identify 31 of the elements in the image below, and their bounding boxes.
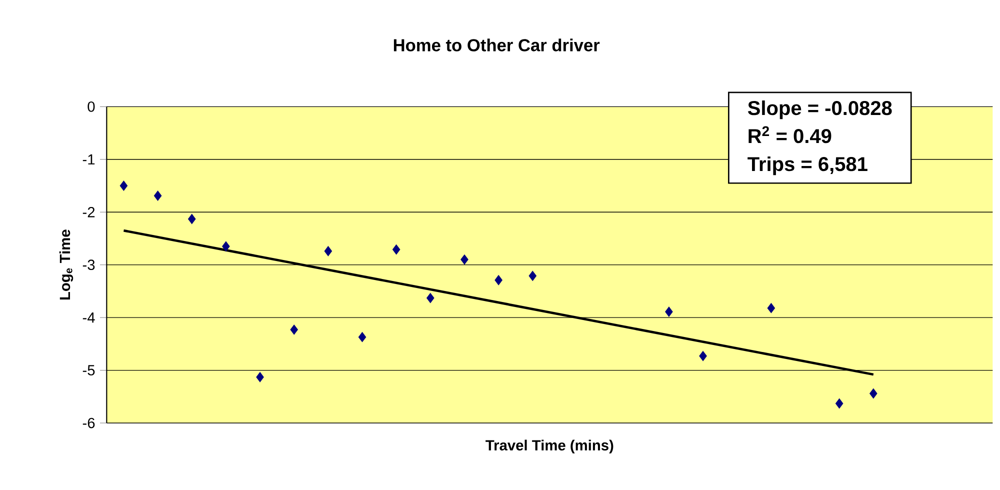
y-tick-label: 0	[88, 101, 95, 112]
point	[188, 214, 196, 224]
annotation: Trips = 6,581	[748, 156, 868, 176]
point	[358, 332, 366, 342]
x-axis-title: Travel Time (mins)	[486, 440, 614, 454]
y-tick-label: -2	[82, 207, 95, 218]
point	[120, 180, 128, 191]
y-tick-label: -1	[82, 154, 95, 164]
annotation: Slope = -0.0828	[748, 100, 892, 120]
point	[665, 306, 673, 317]
point	[528, 270, 536, 281]
point	[494, 275, 502, 286]
point	[222, 241, 230, 252]
point	[767, 302, 776, 314]
point	[290, 324, 298, 335]
point	[154, 190, 162, 201]
point	[870, 388, 878, 399]
y-tick-label: -6	[82, 418, 95, 428]
point	[426, 292, 434, 304]
point	[324, 246, 332, 256]
chart-title: Home to Other Car driver	[394, 38, 600, 52]
point	[835, 398, 844, 409]
point	[699, 350, 707, 362]
annotation: R$^{2}$ = 0.49	[748, 126, 832, 144]
y-axis-title: Log$_{e}$ Time	[59, 230, 74, 300]
y-tick-label: -4	[82, 312, 95, 323]
y-tick-label: -3	[82, 260, 95, 270]
y-tick-label: -5	[82, 365, 95, 376]
point	[460, 254, 468, 265]
point	[256, 372, 264, 382]
point	[392, 244, 400, 255]
